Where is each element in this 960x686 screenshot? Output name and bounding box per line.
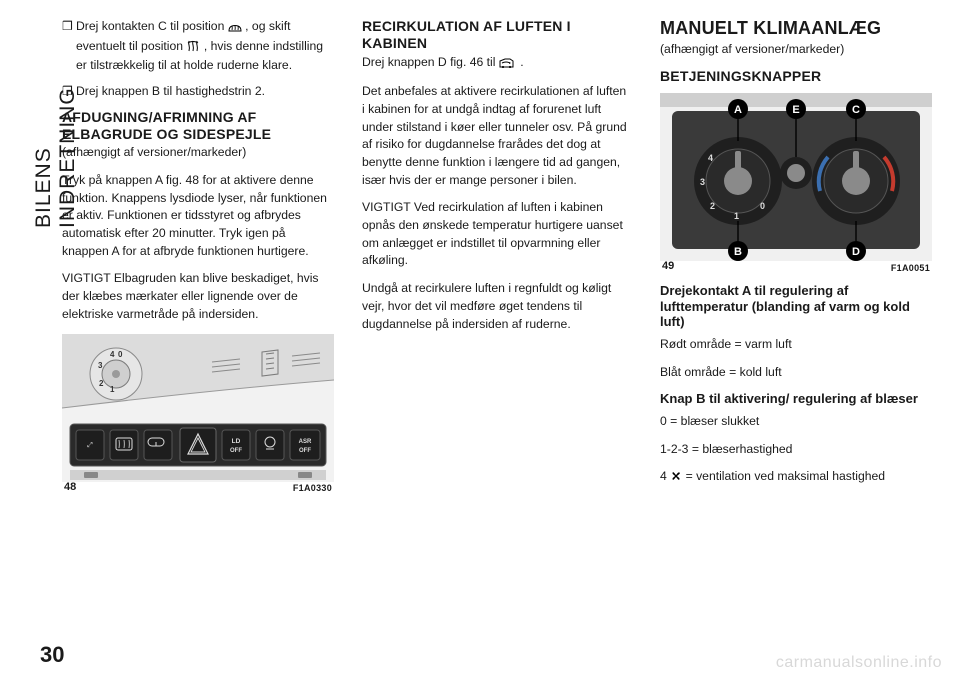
figure-code: F1A0051 xyxy=(891,262,930,275)
svg-text:OFF: OFF xyxy=(230,448,242,454)
body-text: = ventilation ved maksimal hastighed xyxy=(686,469,886,483)
subsection-heading: Knap B til aktivering/ regulering af blæ… xyxy=(660,391,932,407)
svg-text:2: 2 xyxy=(99,379,104,388)
svg-text:ASR: ASR xyxy=(299,439,312,445)
body-text: VIGTIGT Ved recirkulation af luften i ka… xyxy=(362,199,632,270)
demist-icon xyxy=(186,40,200,58)
figure-number: 49 xyxy=(662,259,674,275)
subsection-heading: Drejekontakt A til regulering af lufttem… xyxy=(660,283,932,330)
defrost-icon xyxy=(228,20,242,38)
body-text: . xyxy=(520,55,523,69)
svg-text:2: 2 xyxy=(710,201,715,211)
svg-text:0: 0 xyxy=(118,350,123,359)
figure-number: 48 xyxy=(64,480,76,496)
svg-text:3: 3 xyxy=(98,361,103,370)
figure-48: 4 3 2 0 1 xyxy=(62,334,334,482)
svg-text:0: 0 xyxy=(760,201,765,211)
svg-text:LD: LD xyxy=(232,438,241,445)
svg-text:C: C xyxy=(852,104,860,116)
svg-text:4: 4 xyxy=(110,350,115,359)
column-2: RECIRKULATION AF LUFTEN I KABINEN Drej k… xyxy=(362,18,632,498)
section-heading: MANUELT KLIMAANLÆG xyxy=(660,18,932,39)
page-body: ❒ Drej kontakten C til position , og ski… xyxy=(62,18,932,658)
recirculation-icon xyxy=(499,56,517,74)
bullet-marker: ❒ xyxy=(62,83,76,101)
svg-text:1: 1 xyxy=(110,385,115,394)
svg-text:⤢: ⤢ xyxy=(87,442,93,449)
body-text: 1-2-3 = blæserhastighed xyxy=(660,441,932,459)
body-text: Drej knappen D fig. 46 til xyxy=(362,55,499,69)
svg-text:4: 4 xyxy=(708,153,713,163)
fan-icon xyxy=(670,470,682,488)
page-number: 30 xyxy=(40,642,64,668)
body-text: Rødt område = varm luft xyxy=(660,336,932,354)
body-text: Drej kontakten C til position xyxy=(76,19,228,33)
svg-text:3: 3 xyxy=(700,177,705,187)
version-note: (afhængigt af versioner/markeder) xyxy=(62,144,334,162)
bullet-marker: ❒ xyxy=(62,18,76,75)
body-text: 4 xyxy=(660,469,670,483)
svg-text:D: D xyxy=(852,246,860,258)
body-text: Drej knappen B til hastighedstrin 2. xyxy=(76,83,334,101)
body-text: VIGTIGT Elbagruden kan blive beskadiget,… xyxy=(62,270,334,323)
version-note: (afhængigt af versioner/markeder) xyxy=(660,41,932,59)
svg-text:A: A xyxy=(734,104,742,116)
body-text: 0 = blæser slukket xyxy=(660,413,932,431)
bullet-item: ❒ Drej kontakten C til position , og ski… xyxy=(62,18,334,75)
section-heading: RECIRKULATION AF LUFTEN I KABINEN xyxy=(362,18,632,52)
svg-text:E: E xyxy=(792,104,799,116)
body-text: Det anbefales at aktivere recirkulatione… xyxy=(362,83,632,189)
section-heading: BETJENINGSKNAPPER xyxy=(660,68,932,85)
body-text: Undgå at recirkulere luften i regnfuldt … xyxy=(362,280,632,333)
column-1: ❒ Drej kontakten C til position , og ski… xyxy=(62,18,334,498)
figure-49: 4 3 2 1 0 xyxy=(660,93,932,261)
section-heading: AFDUGNING/AFRIMNING AF ELBAGRUDE OG SIDE… xyxy=(62,109,334,143)
figure-code: F1A0330 xyxy=(293,482,332,495)
svg-text:OFF: OFF xyxy=(299,448,311,454)
body-text: Tryk på knappen A fig. 48 for at aktiver… xyxy=(62,172,334,260)
watermark: carmanualsonline.info xyxy=(776,654,942,672)
svg-text:B: B xyxy=(734,246,742,258)
column-3: MANUELT KLIMAANLÆG (afhængigt af version… xyxy=(660,18,932,498)
bullet-item: ❒ Drej knappen B til hastighedstrin 2. xyxy=(62,83,334,101)
body-text: Blåt område = kold luft xyxy=(660,364,932,382)
svg-text:1: 1 xyxy=(734,211,739,221)
